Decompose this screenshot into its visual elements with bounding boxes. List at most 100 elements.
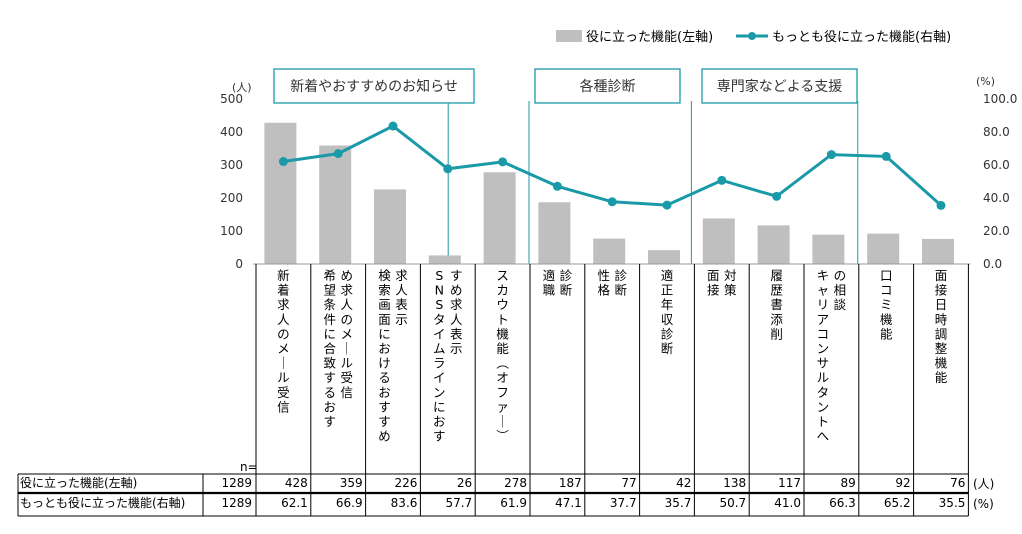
category-label-char: 能 bbox=[935, 370, 948, 385]
category-label-char: 断 bbox=[560, 283, 573, 298]
category-label-char: め bbox=[340, 268, 353, 283]
category-label-char: 日 bbox=[935, 297, 948, 312]
table-row1-unit: (人) bbox=[973, 477, 994, 491]
group-label: 新着やおすすめのお知らせ bbox=[290, 78, 458, 95]
category-label-char: の bbox=[277, 326, 290, 341]
table-cell: 65.2 bbox=[884, 496, 911, 510]
bar bbox=[374, 189, 406, 264]
category-label-char: ン bbox=[817, 341, 830, 356]
category-label-char: ラ bbox=[433, 356, 446, 371]
category-label-char: る bbox=[378, 370, 391, 385]
category-label-char: へ bbox=[817, 429, 830, 444]
legend: 役に立った機能(左軸) もっとも役に立った機能(右軸) bbox=[556, 30, 951, 45]
category-label-char: フ bbox=[496, 385, 509, 400]
right-axis: 0.0 20.0 40.0 60.0 80.0 100.0 bbox=[983, 92, 1017, 271]
category-label-char: 受 bbox=[340, 370, 353, 385]
bar bbox=[648, 250, 680, 264]
left-tick-label: 0 bbox=[235, 257, 243, 271]
left-tick-label: 300 bbox=[220, 158, 243, 172]
category-label-char: に bbox=[433, 399, 446, 414]
category-label-char: 信 bbox=[277, 399, 290, 414]
category-label-char: 機 bbox=[880, 312, 893, 327]
category-label-char: 求 bbox=[395, 268, 408, 283]
right-tick-label: 60.0 bbox=[983, 158, 1010, 172]
category-label-char: 断 bbox=[661, 341, 674, 356]
group-label: 専門家などよる支援 bbox=[717, 78, 843, 95]
table-cell: 89 bbox=[841, 476, 856, 490]
line-point bbox=[552, 181, 562, 191]
bar bbox=[538, 202, 571, 264]
category-label-char: 談 bbox=[834, 297, 847, 312]
table-cell: 37.7 bbox=[610, 496, 637, 510]
table-cell: 138 bbox=[723, 476, 746, 490]
right-axis-unit: (%) bbox=[976, 75, 995, 88]
category-label-char: コ bbox=[880, 283, 893, 298]
table-cell: 35.7 bbox=[665, 496, 692, 510]
category-label-char: S bbox=[435, 297, 443, 312]
category-label-char: 索 bbox=[378, 283, 391, 298]
category-label-char: 検 bbox=[378, 268, 391, 283]
left-tick-label: 100 bbox=[220, 224, 243, 238]
category-label-char: 相 bbox=[834, 283, 847, 298]
group-box bbox=[534, 68, 681, 104]
table-cell: 76 bbox=[950, 476, 965, 490]
category-label-char: お bbox=[378, 385, 391, 400]
table-row2-label: もっとも役に立った機能(右軸) bbox=[20, 495, 185, 510]
category-label-char: リ bbox=[817, 297, 830, 312]
table-cell: 428 bbox=[285, 476, 308, 490]
table-cell: 57.7 bbox=[445, 496, 472, 510]
category-label-char: 人 bbox=[395, 283, 408, 298]
category-label-char: 調 bbox=[935, 326, 948, 341]
category-label-char: ト bbox=[817, 414, 830, 429]
group-box bbox=[701, 68, 858, 104]
category-label-char: オ bbox=[496, 370, 509, 385]
category-label-char: 求 bbox=[450, 297, 463, 312]
bar bbox=[702, 218, 735, 264]
table-cell: 278 bbox=[504, 476, 527, 490]
category-label-char: ト bbox=[496, 312, 509, 327]
category-label-char: 求 bbox=[340, 283, 353, 298]
category-label-char: 条 bbox=[323, 297, 336, 312]
category-label-char: 履 bbox=[770, 268, 783, 283]
category-label-char: 年 bbox=[661, 297, 674, 312]
line-point bbox=[717, 175, 727, 185]
table-cell: 41.0 bbox=[774, 496, 801, 510]
table-row2-unit: (%) bbox=[973, 497, 994, 511]
line-point bbox=[881, 151, 891, 161]
category-label-char: ミ bbox=[880, 297, 893, 312]
category-label-char: お bbox=[378, 341, 391, 356]
category-label-char: イ bbox=[433, 370, 446, 385]
category-label-char: 信 bbox=[340, 385, 353, 400]
legend-line-label: もっとも役に立った機能(右軸) bbox=[772, 30, 951, 45]
table-cell: 117 bbox=[778, 476, 801, 490]
table-cell: 77 bbox=[621, 476, 636, 490]
bar bbox=[593, 238, 626, 264]
category-label-char: め bbox=[450, 283, 463, 298]
category-label-char: 求 bbox=[277, 297, 290, 312]
table-cell: 187 bbox=[559, 476, 582, 490]
category-label-char: ︵ bbox=[496, 356, 509, 371]
line-point bbox=[388, 121, 398, 131]
category-label-char: 接 bbox=[707, 283, 720, 298]
bar bbox=[867, 233, 900, 264]
group-box bbox=[273, 68, 475, 104]
category-label-char: 人 bbox=[450, 312, 463, 327]
category-label-char: 希 bbox=[323, 268, 336, 283]
table-cell: 26 bbox=[457, 476, 472, 490]
category-label-char: す bbox=[323, 414, 336, 429]
category-label-char: 致 bbox=[323, 356, 336, 371]
category-label-char: イ bbox=[433, 326, 446, 341]
bar bbox=[922, 238, 954, 264]
category-label-char: 診 bbox=[614, 268, 627, 283]
category-label-char: 新 bbox=[277, 268, 290, 283]
line-point bbox=[278, 157, 288, 167]
line-point bbox=[772, 191, 782, 201]
category-label-char: 機 bbox=[935, 356, 948, 371]
category-label-char: ャ bbox=[817, 283, 830, 298]
category-label-char: 示 bbox=[395, 312, 408, 327]
category-label-char: 着 bbox=[277, 283, 290, 298]
left-tick-label: 200 bbox=[220, 191, 243, 205]
category-label-char: 歴 bbox=[770, 283, 783, 298]
bar bbox=[812, 234, 845, 264]
right-tick-label: 80.0 bbox=[983, 125, 1010, 139]
